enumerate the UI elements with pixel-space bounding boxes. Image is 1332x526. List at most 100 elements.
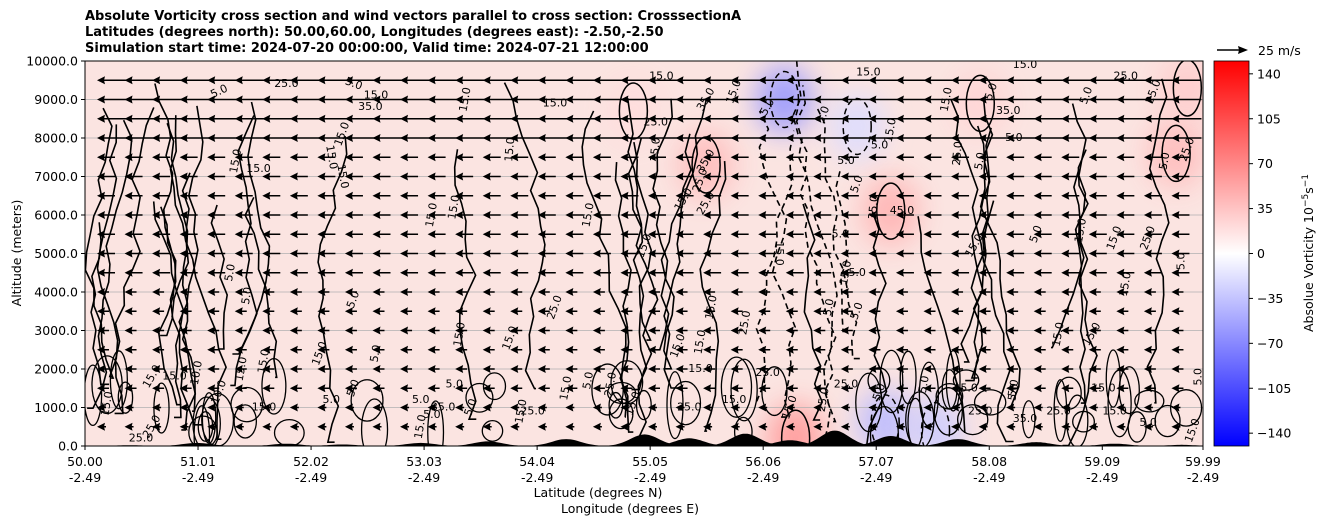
y-axis-label: Altitude (meters): [9, 200, 24, 307]
wind-vector-head: [1143, 384, 1152, 393]
contour-line: [317, 136, 348, 443]
contour-loop: [481, 419, 504, 442]
wind-vector-head: [868, 230, 877, 239]
wind-vector-head: [289, 172, 298, 181]
wind-vector-head: [675, 288, 684, 296]
wind-vector-head: [1171, 345, 1180, 354]
wind-vector-head: [1116, 326, 1125, 335]
wind-vector-head: [565, 76, 574, 85]
wind-vector-head: [317, 95, 326, 104]
wind-vector-head: [344, 230, 353, 239]
y-tick-label: 2000.0: [34, 362, 78, 377]
wind-vector-head: [978, 172, 987, 181]
wind-vector-head: [1116, 249, 1125, 258]
wind-vector-head: [289, 249, 298, 258]
wind-vector-head: [455, 95, 464, 104]
vorticity-blob: [1148, 119, 1203, 188]
wind-vector-head: [124, 345, 133, 354]
wind-vector-head: [675, 172, 684, 181]
y-tick-label: 4000.0: [34, 285, 78, 300]
wind-vector-head: [675, 230, 684, 239]
wind-vector-head: [124, 153, 133, 162]
wind-vector-head: [895, 76, 904, 85]
wind-vector-head: [1006, 95, 1015, 104]
wind-vector-head: [1006, 249, 1015, 258]
colorbar-tick-label: −105: [1257, 381, 1291, 396]
wind-vector-head: [234, 365, 243, 373]
wind-vector-head: [400, 365, 409, 373]
wind-vector-head: [758, 384, 767, 393]
wind-vector-head: [455, 268, 464, 277]
wind-vector-head: [455, 422, 464, 431]
wind-vector-head: [400, 134, 409, 142]
wind-vector-head: [620, 95, 629, 104]
contour-label: 15.0: [1072, 217, 1089, 243]
wind-vector-head: [1033, 114, 1042, 123]
wind-vector-head: [400, 345, 409, 354]
contour-loop: [1053, 379, 1068, 442]
wind-vector-head: [592, 249, 601, 258]
contour-label: 5.0: [222, 263, 238, 282]
wind-vector-head: [427, 76, 436, 85]
wind-vector-head: [675, 384, 684, 393]
wind-vector-head: [179, 384, 188, 393]
wind-vector-head: [840, 422, 849, 431]
wind-vector-head: [537, 268, 546, 277]
wind-vector-head: [868, 403, 877, 412]
wind-vector-head: [289, 134, 298, 142]
wind-vector-head: [592, 230, 601, 239]
wind-vector-head: [730, 172, 739, 181]
wind-vector-head: [97, 268, 105, 277]
contour-label: 25.0: [968, 404, 993, 417]
wind-vector-head: [1088, 172, 1097, 181]
wind-vector-head: [675, 95, 684, 104]
wind-vector-head: [482, 172, 491, 181]
wind-vector-head: [1143, 422, 1152, 431]
wind-vector-head: [675, 345, 684, 354]
wind-vector-head: [1116, 153, 1125, 162]
y-tick-label: 9000.0: [34, 92, 78, 107]
contour-line: [1073, 168, 1089, 404]
wind-vector-head: [1116, 422, 1125, 431]
y-tick-label: 8000.0: [34, 131, 78, 146]
wind-vector-head: [317, 307, 326, 316]
wind-vector-head: [400, 76, 409, 85]
wind-vector-head: [1006, 114, 1015, 123]
x-axis: 50.00-2.4951.01-2.4952.02-2.4953.03-2.49…: [67, 446, 1221, 485]
contour-label: 35.0: [358, 100, 383, 113]
wind-vector-head: [427, 249, 436, 258]
contour-loop: [879, 349, 904, 414]
contour-label: 15.0: [334, 163, 351, 189]
wind-vector-head: [648, 114, 656, 123]
wind-vector-head: [207, 249, 216, 258]
contour-loop: [973, 389, 1007, 416]
wind-vector-head: [703, 365, 712, 373]
wind-vector-head: [1116, 114, 1125, 123]
contour-loop: [956, 404, 989, 436]
wind-vector-head: [648, 307, 656, 316]
wind-vector-head: [97, 134, 105, 142]
wind-vector-head: [730, 230, 739, 239]
wind-vector-head: [895, 307, 904, 316]
wind-vector-head: [152, 345, 161, 354]
wind-vector-head: [895, 249, 904, 258]
contour-loop: [192, 396, 221, 446]
wind-vector-head: [923, 95, 932, 104]
wind-vector-head: [978, 134, 987, 142]
wind-vector-head: [1033, 76, 1042, 85]
contour-loop: [761, 366, 788, 417]
wind-vector-head: [537, 288, 546, 296]
wind-vector-head: [510, 76, 519, 85]
contour-line: [979, 98, 1021, 406]
wind-vector-head: [124, 114, 133, 123]
wind-vector-head: [813, 172, 822, 181]
wind-vector-head: [978, 345, 987, 354]
wind-vector-head: [1143, 211, 1152, 219]
wind-vector-head: [813, 76, 822, 85]
wind-vector-head: [400, 422, 409, 431]
colorbar-tick-label: 35: [1257, 201, 1273, 216]
wind-vector-head: [951, 153, 960, 162]
contour-loop: [842, 97, 872, 156]
wind-vector-head: [868, 384, 877, 393]
wind-vector-head: [895, 191, 904, 200]
